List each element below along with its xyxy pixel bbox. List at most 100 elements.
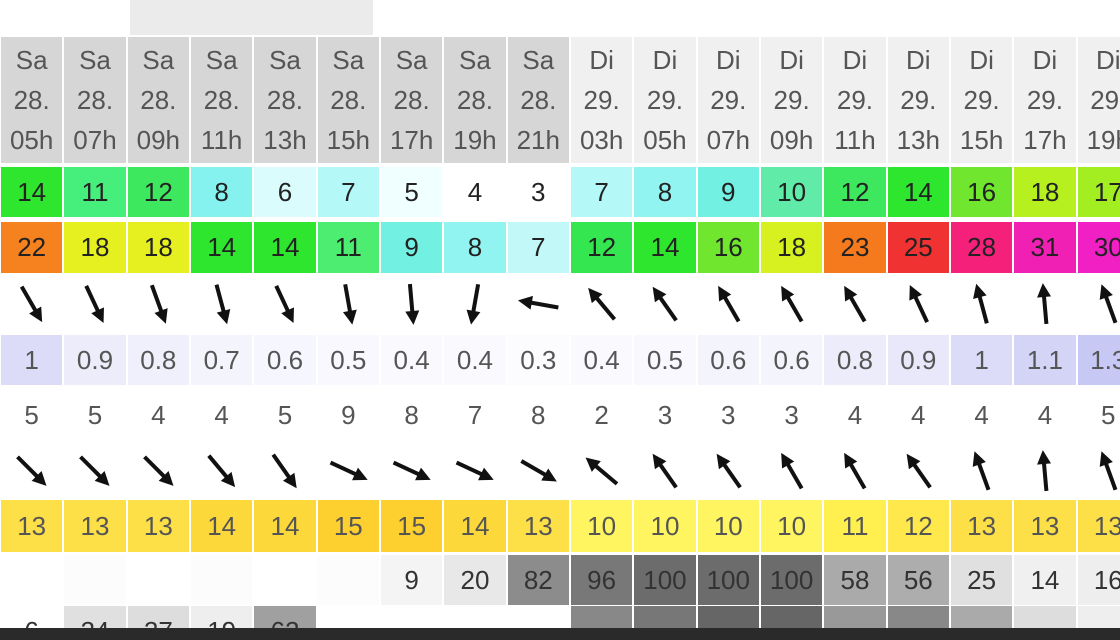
wave-period-cell: 8 [404,399,419,430]
temperature-cell: 13 [1014,500,1076,552]
header-bg [760,37,823,163]
header-bg [697,37,759,163]
arrow [716,453,742,489]
arrow [84,285,105,324]
temperature-cell: 14 [444,500,506,552]
gusts-cell: 18 [760,222,823,273]
header-day: Di [589,44,614,75]
wave-height-cell: 0.4 [380,335,443,385]
header-date: 28. [330,84,367,115]
header-bg [507,37,569,163]
wave-period-cell: 4 [1037,399,1053,430]
header-day: Sa [332,44,365,75]
temperature-cell: 14 [190,500,253,552]
arrow [392,460,431,481]
direction-arrow [517,295,559,310]
precipitation-cell [64,555,126,605]
header-bg [887,37,949,163]
header-day: Di [905,44,931,75]
precipitation-cell: 25 [950,555,1013,605]
arrow [274,285,295,324]
arrow [466,283,481,325]
wind-speed-cell: 9 [697,167,759,217]
wave-period-cell: 5 [24,399,39,430]
arrow [908,284,929,323]
temperature-cell: 12 [887,500,949,552]
direction-arrow [84,285,105,324]
wave-period-cell: 9 [341,399,356,430]
direction-arrow [1099,284,1117,324]
arrow [972,451,991,491]
temperature-cell: 11 [824,500,886,552]
direction-arrow [588,287,617,321]
precipitation-cell: 100 [634,555,696,605]
wind-speed-cell: 10 [760,167,823,217]
header-date: 29. [773,84,810,115]
precipitation-cell [1,555,63,605]
direction-arrow [844,285,867,323]
direction-arrow [214,284,231,325]
gusts-cell: 30 [1077,222,1120,273]
arrow [79,455,110,486]
tab[interactable] [130,0,373,35]
direction-arrow [844,452,867,490]
arrow [207,454,236,488]
gusts-cell: 11 [317,222,379,273]
header-hour: 15h [326,124,370,155]
header-day: Di [842,44,868,75]
wave-height-cell: 0.4 [570,335,633,385]
header-hour: 19h [1086,124,1120,155]
direction-arrow [1037,450,1052,492]
arrow [1099,284,1117,324]
temperature-cell: 10 [760,500,823,552]
direction-arrow [652,453,679,489]
wind-speed-cell: 17 [1077,167,1120,217]
wave-height-cell: 0.5 [634,335,696,385]
header-hour: 17h [1023,124,1067,155]
temperature-cell: 15 [317,500,379,552]
header-date: 29. [646,84,684,115]
wave-period-cell: 3 [721,399,736,430]
wave-period-cell: 5 [87,399,103,430]
direction-arrow [274,285,295,324]
wind-speed-cell: 8 [190,167,253,217]
arrow [781,285,804,323]
direction-arrow [329,460,368,481]
precipitation-cell: 82 [507,555,569,605]
header-date: 29. [583,84,620,115]
wave-period-cell: 3 [657,399,673,430]
header-hour: 21h [516,124,560,155]
precipitation-cell: 16 [1077,555,1120,605]
header-date: 28. [393,84,430,115]
wave-height-cell: 0.8 [127,335,189,385]
header-date: 29. [963,84,1000,115]
header-hour: 09h [769,124,814,155]
wave-period-cell: 4 [974,399,989,430]
wave-height-cell: 0.5 [317,335,379,385]
wave-period-cell: 4 [911,399,926,430]
arrow [781,452,804,490]
wave-period-cell: 4 [214,399,229,430]
temperature-cell: 13 [507,500,569,552]
direction-arrow [466,283,481,325]
arrow [1037,450,1052,492]
direction-arrow [342,283,357,325]
header-bg [444,37,506,163]
header-day: Sa [269,44,301,75]
direction-arrow [1037,283,1052,325]
wave-period-cell: 5 [1101,399,1116,430]
gusts-cell: 16 [697,222,759,273]
direction-arrow [16,455,47,486]
header-bg [570,37,633,163]
wave-period-cell: 2 [594,399,609,430]
arrow [19,285,43,323]
precipitation-cell [190,555,253,605]
header-hour: 05h [9,124,54,155]
header-bg [634,37,696,163]
precipitation-cell [127,555,189,605]
header-date: 28. [520,84,557,115]
header-date: 28. [266,84,304,115]
header-bg [254,37,316,163]
gusts-cell: 18 [127,222,189,273]
gusts-cell: 23 [824,222,886,273]
